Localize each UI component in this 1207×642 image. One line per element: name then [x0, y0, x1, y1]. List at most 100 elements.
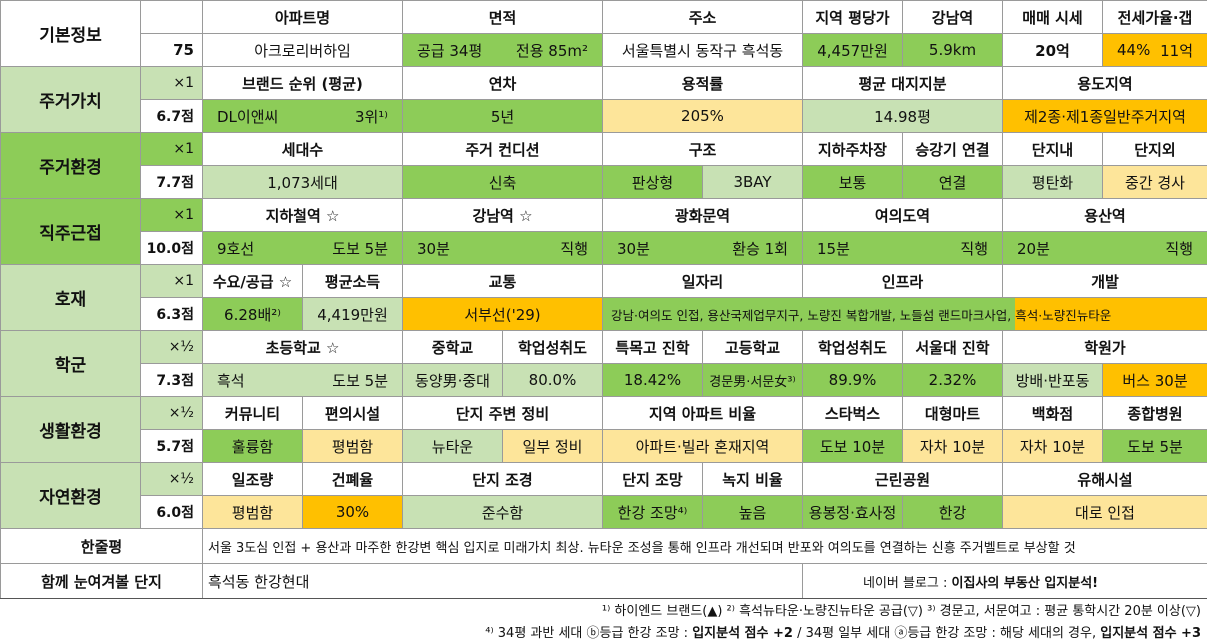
development-header: 개발 — [1003, 265, 1207, 297]
school-header: 학원가 — [1003, 331, 1207, 363]
living-env-header: 구조 — [603, 133, 802, 165]
nature-header: 일조량 — [203, 463, 302, 495]
nature-header: 근린공원 — [803, 463, 1002, 495]
living-env-header: 세대수 — [203, 133, 402, 165]
living-value-header: 평균 대지지분 — [803, 67, 1002, 99]
summary-text: 서울 3도심 인접 + 용산과 마주한 한강변 핵심 입지로 미래가치 최상. … — [203, 529, 1207, 563]
to-yeouido-b: 직행 — [960, 239, 988, 258]
school-header: 서울대 진학 — [903, 331, 1002, 363]
footnote-2-text-a: ⁴⁾ 34평 과반 세대 ⓑ등급 한강 조망 : — [485, 626, 693, 641]
subway-b: 도보 5분 — [332, 239, 388, 258]
life-header: 지역 아파트 비율 — [603, 397, 802, 429]
living-value-header: 용적률 — [603, 67, 802, 99]
elementary-b: 도보 5분 — [332, 371, 388, 390]
sale-price: 20억 — [1003, 34, 1102, 66]
category-development: 호재 — [1, 265, 140, 330]
life-header: 스타벅스 — [803, 397, 902, 429]
life-header: 종합병원 — [1103, 397, 1207, 429]
living-value-header: 브랜드 순위 (평균) — [203, 67, 402, 99]
basic-header: 강남역 — [903, 1, 1002, 33]
related-label: 함께 눈여겨볼 단지 — [1, 564, 202, 598]
mart: 자차 10분 — [903, 430, 1002, 462]
school-header: 특목고 진학 — [603, 331, 702, 363]
land-share: 14.98평 — [803, 100, 1002, 132]
special-high: 18.42% — [603, 364, 702, 396]
area-b: 전용 85m² — [515, 41, 588, 60]
nature-header: 건폐율 — [303, 463, 402, 495]
score-life: 5.7점 — [141, 430, 202, 462]
elementary: 흑석 도보 5분 — [203, 364, 402, 396]
apt-name: 아크로리버하임 — [203, 34, 402, 66]
apartment-ratio: 아파트·빌라 혼재지역 — [603, 430, 802, 462]
nature-header: 단지 조망 — [603, 463, 702, 495]
partial-redevelopment: 일부 정비 — [503, 430, 602, 462]
category-living_env: 주거환경 — [1, 133, 140, 198]
address: 서울특별시 동작구 흑석동 — [603, 34, 802, 66]
to-gwanghwamun-a: 30분 — [617, 239, 650, 258]
footnote-2: ⁴⁾ 34평 과반 세대 ⓑ등급 한강 조망 : 입지분석 점수 +2 / 34… — [485, 622, 1201, 641]
outside-slope: 중간 경사 — [1103, 166, 1207, 198]
academy-distance: 버스 30분 — [1103, 364, 1207, 396]
nature-header: 유해시설 — [1003, 463, 1207, 495]
commute-header: 지하철역 ☆ — [203, 199, 402, 231]
brand-rank-b: 3위¹⁾ — [354, 107, 388, 126]
footnote-2-score-b: 입지분석 점수 +3 — [1100, 626, 1201, 641]
footnote-1: ¹⁾ 하이엔드 브랜드(▲) ²⁾ 흑석뉴타운·노량진뉴타운 공급(▽) ³⁾ … — [601, 604, 1201, 619]
to-gwanghwamun: 30분 환승 1회 — [603, 232, 802, 264]
weight-nature: ×½ — [141, 463, 202, 495]
landscaping: 준수함 — [403, 496, 602, 528]
development-header: 교통 — [403, 265, 602, 297]
basic-header: 주소 — [603, 1, 802, 33]
newtown: 뉴타운 — [403, 430, 502, 462]
life-header: 대형마트 — [903, 397, 1002, 429]
weight-school: ×½ — [141, 331, 202, 363]
jobs-infra-dev: 강남·여의도 인접, 용산국제업무지구, 노량진 복합개발, 노들섬 랜드마크사… — [603, 298, 1207, 330]
weight-life: ×½ — [141, 397, 202, 429]
category-living_value: 주거가치 — [1, 67, 140, 132]
nature-header: 녹지 비율 — [703, 463, 802, 495]
living-value-header: 연차 — [403, 67, 602, 99]
department-store: 자차 10분 — [1003, 430, 1102, 462]
basic-header: 전세가율·갭 — [1103, 1, 1207, 33]
jobs-text: 강남·여의도 인접, 용산국제업무지구, 노량진 복합개발, 노들섬 랜드마크사… — [611, 307, 1012, 323]
green-ratio: 높음 — [703, 496, 802, 528]
score-school: 7.3점 — [141, 364, 202, 396]
snu-admission: 2.32% — [903, 364, 1002, 396]
brand-rank: DL이앤씨 3위¹⁾ — [203, 100, 402, 132]
starbucks: 도보 10분 — [803, 430, 902, 462]
development-header: 평균소득 — [303, 265, 402, 297]
development-header: 일자리 — [603, 265, 802, 297]
to-gwanghwamun-b: 환승 1회 — [732, 239, 788, 258]
to-yeouido: 15분 직행 — [803, 232, 1002, 264]
category-nature: 자연환경 — [1, 463, 140, 528]
commute-header: 광화문역 — [603, 199, 802, 231]
commute-header: 강남역 ☆ — [403, 199, 602, 231]
basic-number: 75 — [141, 34, 202, 66]
to-yongsan: 20분 직행 — [1003, 232, 1207, 264]
weight-living_value: ×1 — [141, 67, 202, 99]
region-price: 4,457만원 — [803, 34, 902, 66]
school-header: 학업성취도 — [803, 331, 902, 363]
bay-type: 3BAY — [703, 166, 802, 198]
high-school: 경문男·서문女³⁾ — [703, 364, 802, 396]
basic-header: 면적 — [403, 1, 602, 33]
nature-header: 단지 조경 — [403, 463, 602, 495]
category-commute: 직주근접 — [1, 199, 140, 264]
subway-a: 9호선 — [217, 239, 255, 258]
basic-header: 매매 시세 — [1003, 1, 1102, 33]
school-header: 초등학교 ☆ — [203, 331, 402, 363]
living-env-header: 주거 컨디션 — [403, 133, 602, 165]
subway: 9호선 도보 5분 — [203, 232, 402, 264]
hazard: 대로 인접 — [1003, 496, 1207, 528]
middle-achievement: 80.0% — [503, 364, 602, 396]
footnote-2-text-b: / 34평 일부 세대 ⓐ등급 한강 조망 : 해당 세대의 경우, — [792, 626, 1101, 641]
park-name: 용봉정·효사정 — [803, 496, 902, 528]
elementary-a: 흑석 — [217, 371, 245, 390]
coverage-ratio: 30% — [303, 496, 402, 528]
weight-development: ×1 — [141, 265, 202, 297]
score-commute: 10.0점 — [141, 232, 202, 264]
to-gangnam-b: 직행 — [560, 239, 588, 258]
area-a: 공급 34평 — [417, 41, 483, 60]
area: 공급 34평 전용 85m² — [403, 34, 602, 66]
to-gangnam-a: 30분 — [417, 239, 450, 258]
